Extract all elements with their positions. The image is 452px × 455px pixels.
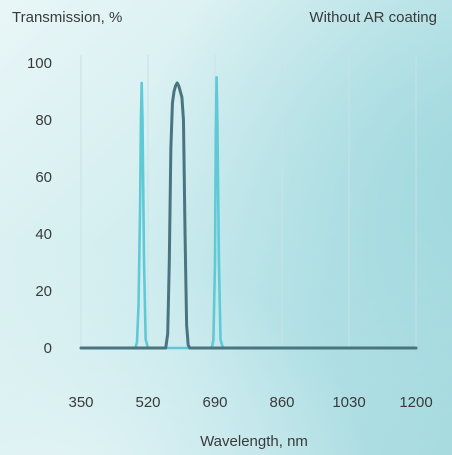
y-tick-labels: 0 20 40 60 80 100 bbox=[27, 55, 52, 357]
x-tick-labels: 350 520 690 860 1030 1200 bbox=[68, 394, 432, 411]
x-tick-label: 690 bbox=[202, 394, 227, 411]
y-tick-label: 80 bbox=[35, 112, 52, 129]
x-tick-label: 1200 bbox=[399, 394, 432, 411]
x-tick-label: 1030 bbox=[332, 394, 365, 411]
coating-annotation: Without AR coating bbox=[309, 9, 437, 26]
x-axis-label: Wavelength, nm bbox=[200, 433, 308, 450]
x-tick-label: 520 bbox=[135, 394, 160, 411]
series-layer bbox=[79, 75, 418, 350]
x-tick-label: 860 bbox=[269, 394, 294, 411]
series-line-1 bbox=[79, 81, 418, 350]
y-tick-label: 100 bbox=[27, 55, 52, 72]
x-tick-label: 350 bbox=[68, 394, 93, 411]
y-tick-label: 20 bbox=[35, 283, 52, 300]
series-line-0 bbox=[79, 75, 418, 350]
grid bbox=[80, 55, 417, 348]
y-tick-label: 40 bbox=[35, 226, 52, 243]
y-axis-label: Transmission, % bbox=[12, 9, 122, 26]
y-tick-label: 60 bbox=[35, 169, 52, 186]
y-tick-label: 0 bbox=[44, 340, 52, 357]
